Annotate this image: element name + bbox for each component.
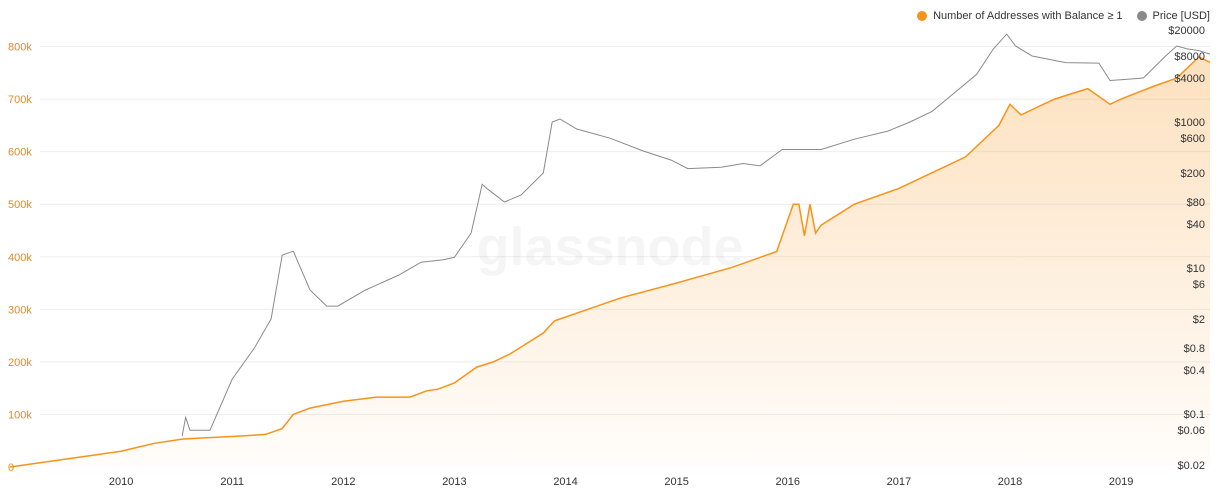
legend-label: Number of Addresses with Balance ≥ 1 — [933, 10, 1123, 22]
addresses-series-line — [9, 56, 1211, 468]
left-tick-label: 500k — [8, 199, 32, 211]
right-tick-label: $600 — [1181, 133, 1205, 145]
addresses-area — [10, 57, 1210, 467]
right-tick-label: $6 — [1193, 279, 1205, 291]
legend-dot-icon — [1136, 11, 1147, 21]
right-tick-label: $2 — [1193, 314, 1205, 326]
x-tick-label: 2016 — [776, 476, 800, 488]
legend-item-addresses[interactable]: Number of Addresses with Balance ≥ 1 — [917, 10, 1123, 22]
left-tick-label: 100k — [8, 409, 32, 421]
right-tick-label: $4000 — [1174, 73, 1205, 85]
x-tick-label: 2014 — [553, 476, 577, 488]
x-tick-label: 2012 — [331, 476, 355, 488]
left-tick-label: 0 — [8, 462, 14, 474]
legend: Number of Addresses with Balance ≥ 1 Pri… — [903, 10, 1210, 22]
x-tick-label: 2011 — [220, 476, 244, 488]
legend-item-price[interactable]: Price [USD] — [1136, 10, 1210, 22]
left-tick-label: 600k — [8, 147, 32, 159]
right-tick-label: $0.06 — [1177, 425, 1205, 437]
left-axis: 0 100k 200k 300k 400k 500k 600k 700k 800k — [8, 42, 32, 474]
x-tick-label: 2015 — [664, 476, 688, 488]
x-tick-label: 2013 — [442, 476, 466, 488]
right-tick-label: $0.1 — [1184, 409, 1205, 421]
series-layer — [9, 33, 1211, 468]
price-series-line — [181, 33, 1211, 437]
x-tick-label: 2010 — [109, 476, 133, 488]
legend-label: Price [USD] — [1152, 10, 1210, 22]
x-axis: 2010 2011 2012 2013 2014 2015 2016 2017 2018 2019 — [109, 476, 1133, 488]
right-tick-label: $0.4 — [1184, 365, 1205, 377]
right-tick-label: $1000 — [1174, 117, 1205, 129]
right-tick-label: $0.8 — [1184, 343, 1205, 355]
legend-dot-icon — [917, 11, 928, 21]
x-tick-label: 2019 — [1109, 476, 1133, 488]
left-tick-label: 400k — [8, 252, 32, 264]
left-tick-label: 700k — [8, 94, 32, 106]
right-tick-label: $10 — [1187, 263, 1205, 275]
right-tick-label: $80 — [1187, 197, 1205, 209]
left-tick-label: 200k — [8, 357, 32, 369]
right-tick-label: $200 — [1181, 168, 1205, 180]
x-tick-label: 2017 — [887, 476, 911, 488]
right-tick-label: $8000 — [1174, 51, 1205, 63]
right-tick-label: $20000 — [1168, 25, 1205, 37]
left-tick-label: 300k — [8, 304, 32, 316]
x-tick-label: 2018 — [998, 476, 1022, 488]
right-tick-label: $0.02 — [1177, 460, 1205, 472]
right-tick-label: $40 — [1187, 219, 1205, 231]
watermark-text: glassnode — [476, 217, 743, 277]
right-axis: $20000 $8000 $4000 $1000 $600 $200 $80 $40 $10 $6… — [1168, 25, 1205, 472]
left-tick-label: 800k — [8, 42, 32, 54]
